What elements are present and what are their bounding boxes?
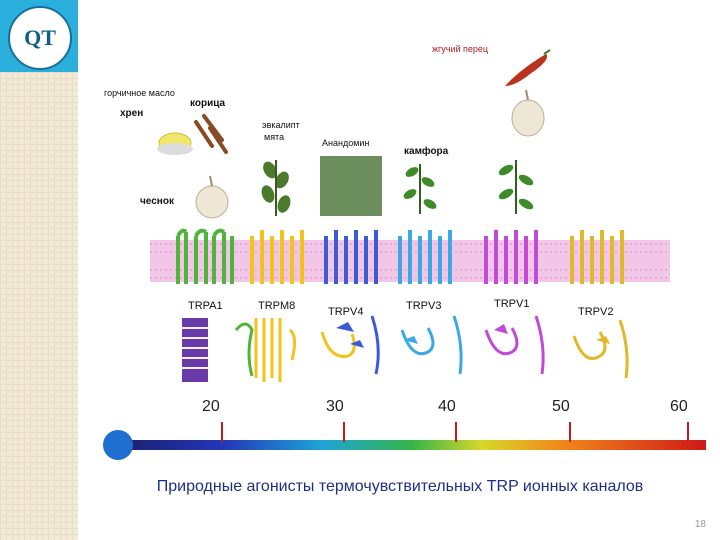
scale-ticks <box>221 422 689 442</box>
plant-image-right <box>498 160 534 214</box>
label-hot-pepper: жгучий перец <box>432 44 489 54</box>
logo-text: QT <box>24 25 56 50</box>
trpm8-channel <box>250 230 304 284</box>
label-camphor: камфора <box>404 146 449 157</box>
channel-label-trpv4: TRPV4 <box>328 306 364 318</box>
label-mint: мята <box>264 132 285 142</box>
trpa1-structure <box>182 318 254 382</box>
trpa1-channel <box>176 228 234 284</box>
channel-label-trpv2: TRPV2 <box>578 306 614 318</box>
channel-label-trpa1: TRPA1 <box>188 300 223 312</box>
label-mustard-oil: горчичное масло <box>104 88 175 98</box>
cinnamon-image <box>194 114 228 154</box>
trpv1-channel <box>484 230 538 284</box>
label-garlic: чеснок <box>140 196 174 207</box>
trpv3-structure <box>400 315 463 375</box>
logo: QT <box>0 0 78 72</box>
tick-label-20: 20 <box>202 398 220 415</box>
garlic-image-top <box>511 89 545 137</box>
page-number: 18 <box>694 519 706 530</box>
label-anandamide: Анандомин <box>322 138 370 148</box>
label-eucalyptus: эвкалипт <box>262 120 300 130</box>
channel-label-trpv3: TRPV3 <box>406 300 442 312</box>
tick-label-40: 40 <box>438 398 456 415</box>
horseradish-image <box>157 132 193 155</box>
garlic-image-left <box>195 175 229 219</box>
channel-label-trpv1: TRPV1 <box>494 298 530 310</box>
hot-pepper-image <box>505 49 551 86</box>
trpv3-channel <box>398 230 452 284</box>
trpv2-channel <box>570 230 624 284</box>
trpm8-structure <box>254 318 297 382</box>
slide-caption: Природные агонисты термочувствительных T… <box>156 478 644 495</box>
trpv1-structure <box>484 315 545 375</box>
trpv2-structure <box>572 319 629 379</box>
label-horseradish: хрен <box>120 108 144 119</box>
label-cinnamon: корица <box>190 98 226 109</box>
trpv4-structure <box>320 315 380 375</box>
logo-ring: QT <box>8 6 72 70</box>
thermometer-bulb <box>103 430 133 460</box>
tick-label-30: 30 <box>326 398 344 415</box>
tick-label-50: 50 <box>552 398 570 415</box>
trpv4-channel <box>324 230 378 284</box>
channel-label-trpm8: TRPM8 <box>258 300 296 312</box>
tick-label-60: 60 <box>670 398 688 415</box>
anandamide-image <box>320 156 382 216</box>
mint-image <box>261 160 291 216</box>
temperature-bar <box>116 440 706 450</box>
camphor-image <box>403 164 437 214</box>
slide-sidebar <box>0 0 78 540</box>
